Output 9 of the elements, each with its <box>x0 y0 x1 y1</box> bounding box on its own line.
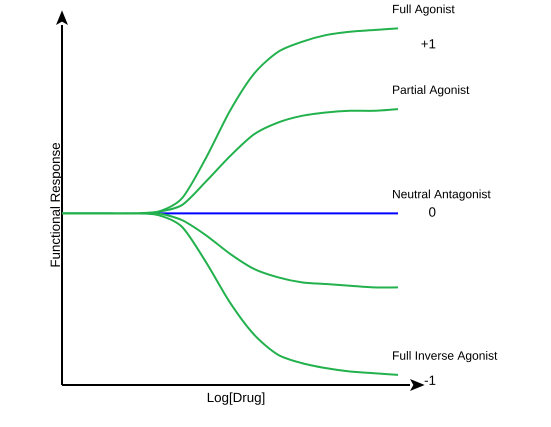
series-label: Partial Agonist <box>393 85 470 96</box>
series-label: Full Inverse Agonist <box>393 350 498 362</box>
x-axis-title: Log[Drug] <box>208 392 264 405</box>
y-tick-label: -1 <box>424 376 436 385</box>
series-label: Neutral Antagonist <box>393 190 491 201</box>
y-axis-title: Functional Response <box>50 142 63 267</box>
y-tick-label: 0 <box>429 207 436 217</box>
y-tick-label: +1 <box>421 39 436 48</box>
series-label: Full Agonist <box>393 4 455 16</box>
